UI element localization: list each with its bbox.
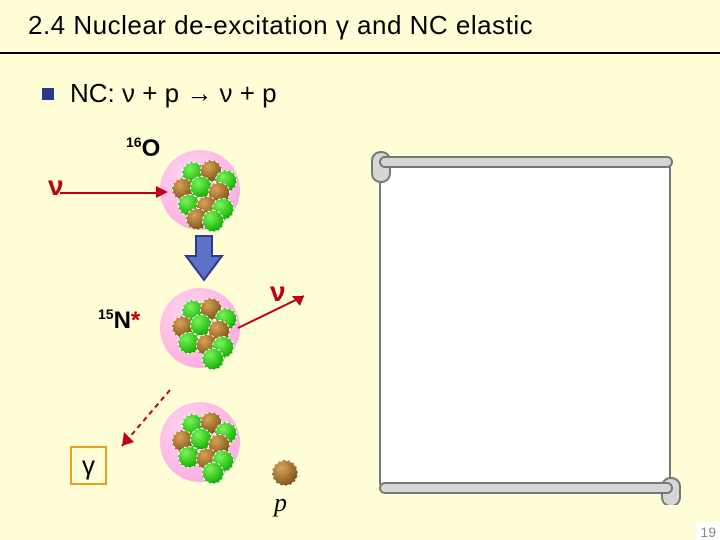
excited-star: * [131,307,140,334]
neutron-icon [202,210,224,232]
bullet-line: NC: ν + p → ν + p [42,78,277,109]
bullet-square-icon [42,88,54,100]
elem-N: N [114,307,131,334]
mass-15: 15 [98,306,114,322]
neutron-icon [202,348,224,370]
nucleus-15N-label: 15N* [98,306,140,335]
proton-ejected [272,460,298,486]
gamma-arrow-icon [110,384,180,460]
nu-incoming-arrowhead-icon [156,186,168,198]
title-rule [0,52,720,54]
proton-label: p [274,488,287,518]
nucleus-16O [160,150,240,230]
nu-outgoing-label: ν [270,276,286,308]
slide-title: 2.4 Nuclear de-excitation γ and NC elast… [28,10,533,41]
mass-16: 16 [126,134,142,150]
bullet-text: NC: ν + p → ν + p [70,78,277,109]
nu-incoming-arrow [60,192,158,194]
scroll-panel [366,145,686,505]
elem-O: O [142,135,161,162]
nucleus-16O-label: 16O [126,134,160,163]
neutron-icon [202,462,224,484]
diagram: 16O ν 15N* ν γ p [28,130,328,530]
page-number: 19 [696,522,720,540]
gamma-box: γ [70,446,107,485]
gamma-label: γ [82,450,95,480]
nu-incoming-label: ν [48,170,64,202]
nucleus-15Nstar [160,288,240,368]
down-arrow-icon [184,234,224,282]
